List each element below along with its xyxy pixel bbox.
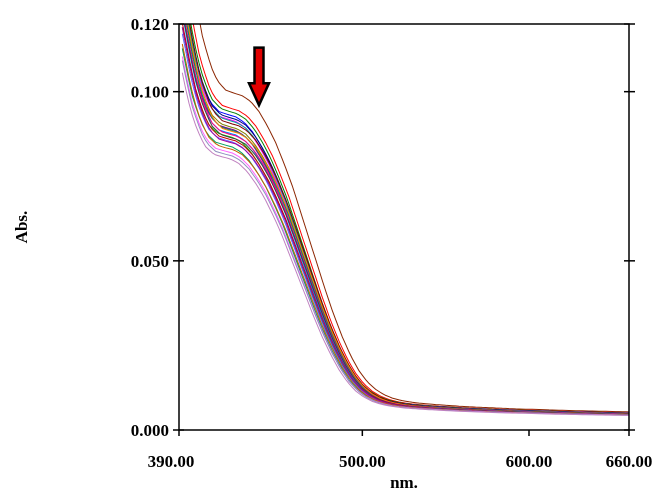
spectrum-line-2 (192, 24, 629, 414)
plot-frame (178, 23, 630, 431)
down-arrow-icon (247, 46, 271, 109)
spectrum-line-12 (187, 24, 629, 415)
spectrum-line-7 (188, 24, 629, 414)
spectra-series (181, 24, 629, 416)
y-tick-label-4: 0.120 (131, 15, 169, 34)
spectrum-line-16 (184, 24, 629, 415)
x-tick-label-2: 500.00 (339, 452, 386, 471)
spectrum-line-10 (184, 24, 629, 415)
spectrum-line-23 (181, 60, 629, 416)
y-axis-title: Abs. (12, 211, 31, 244)
x-tick-label-1: 390.00 (148, 452, 195, 471)
spectrum-line-20 (181, 48, 629, 416)
y-tick-label-2: 0.050 (131, 252, 169, 271)
x-axis-title: nm. (390, 473, 418, 492)
spectrum-line-1 (199, 24, 629, 413)
x-tick-label-4: 660.00 (606, 452, 653, 471)
spectrum-line-5 (189, 24, 629, 414)
spectrum-line-3 (190, 24, 629, 414)
spectrum-line-9 (186, 24, 629, 415)
spectrum-line-8 (189, 24, 629, 415)
spectrum-line-13 (183, 24, 629, 415)
spectrum-line-6 (187, 24, 629, 414)
y-tick-label-3: 0.100 (131, 83, 169, 102)
y-tick-label-1: 0.000 (131, 421, 169, 440)
spectrum-line-22 (181, 56, 629, 416)
spectrum-line-24 (181, 72, 629, 416)
decrease-arrow-annotation (247, 46, 271, 109)
spectrum-line-11 (186, 24, 629, 415)
spectrum-line-18 (181, 33, 629, 415)
x-tick-label-3: 600.00 (506, 452, 553, 471)
spectrum-line-4 (188, 24, 629, 414)
spectrum-line-21 (181, 43, 629, 416)
axis-ticks: 390.00 500.00 600.00 660.00 0.000 0.050 0.100 0… (131, 15, 653, 471)
spectrum-line-14 (184, 24, 629, 415)
spectrum-line-17 (182, 24, 629, 415)
